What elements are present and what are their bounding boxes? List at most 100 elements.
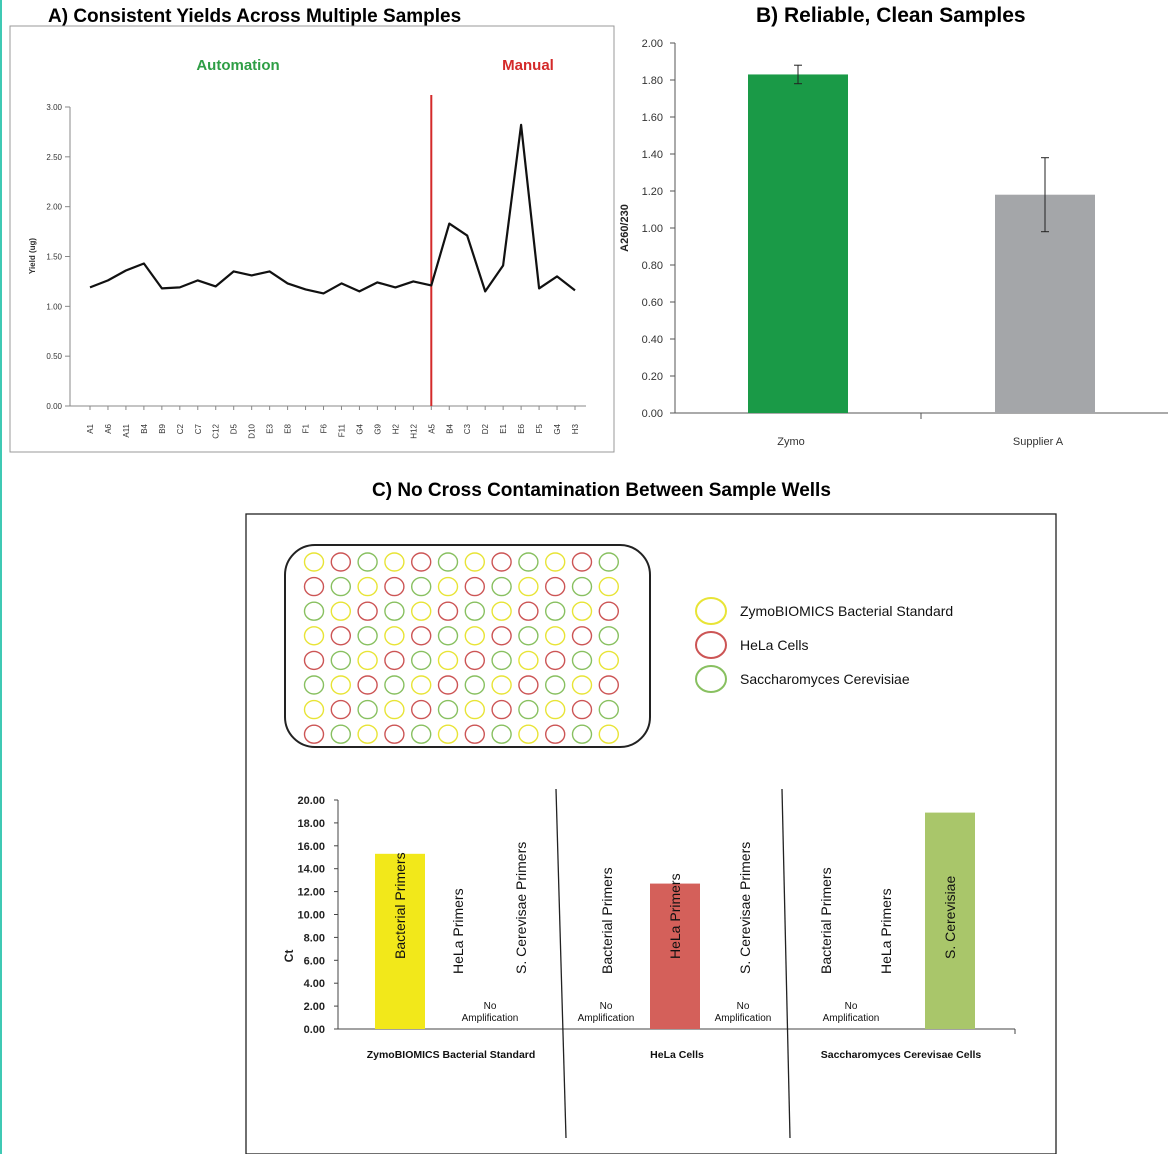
plate-well bbox=[491, 601, 512, 621]
chart-c-bar-label: HeLa Primers bbox=[450, 888, 466, 974]
plate-well bbox=[464, 552, 485, 572]
plate-well bbox=[464, 724, 485, 744]
plate-well bbox=[384, 552, 405, 572]
plate-well bbox=[491, 576, 512, 597]
chart-a-x-tick-label: D10 bbox=[248, 423, 257, 438]
plate-well bbox=[303, 576, 325, 597]
chart-a-x-tick-label: A11 bbox=[122, 423, 131, 437]
chart-c-bar-label: Bacterial Primers bbox=[599, 867, 615, 974]
chart-a-x-tick-label: G4 bbox=[355, 423, 364, 434]
chart-b-y-tick-label: 0.80 bbox=[642, 260, 663, 272]
chart-a-frame bbox=[9, 25, 615, 453]
chart-c-bar-label: S. Cerevisae Primers bbox=[513, 842, 529, 974]
plate-well bbox=[598, 650, 619, 671]
plate-well bbox=[545, 626, 566, 646]
plate-well bbox=[303, 675, 325, 695]
plate-well bbox=[411, 650, 432, 671]
plate-well bbox=[330, 650, 351, 671]
chart-b-y-tick-label: 2.00 bbox=[642, 38, 663, 50]
plate-well bbox=[491, 552, 512, 572]
chart-b-bar bbox=[748, 74, 848, 413]
plate-well bbox=[330, 552, 351, 572]
plate-well bbox=[491, 650, 512, 671]
chart-c-group-label: ZymoBIOMICS Bacterial Standard bbox=[367, 1049, 536, 1061]
plate-well bbox=[411, 675, 432, 695]
legend-label: ZymoBIOMICS Bacterial Standard bbox=[740, 603, 953, 619]
plate-well bbox=[437, 699, 459, 720]
chart-c-bar-label: Bacterial Primers bbox=[818, 867, 834, 974]
chart-c-y-tick-label: 10.00 bbox=[297, 910, 325, 922]
chart-b-y-tick-label: 0.60 bbox=[642, 297, 663, 309]
plate-outline bbox=[284, 544, 651, 748]
plate-well bbox=[303, 552, 325, 572]
chart-c-group-separator bbox=[555, 788, 567, 1139]
plate-well bbox=[571, 601, 593, 621]
chart-a-x-tick-label: B4 bbox=[140, 423, 149, 433]
chart-a-x-tick-label: H2 bbox=[391, 423, 400, 434]
plate-well bbox=[571, 675, 593, 695]
no-amplification-label: No bbox=[484, 1001, 497, 1012]
plate-well bbox=[411, 699, 432, 720]
chart-c-bar-label: S. Cerevisae Primers bbox=[737, 842, 753, 974]
chart-a-x-tick-label: A6 bbox=[104, 423, 113, 433]
chart-a-automation-label: Automation bbox=[196, 57, 279, 74]
chart-a-x-tick-label: C12 bbox=[212, 423, 221, 438]
plate-well bbox=[411, 552, 432, 572]
chart-a-x-tick-label: G4 bbox=[553, 423, 562, 434]
plate-well bbox=[330, 724, 351, 744]
chart-b-y-tick-label: 0.40 bbox=[642, 334, 663, 346]
no-amplification-label: Amplification bbox=[715, 1013, 772, 1024]
chart-a-x-tick-label: F1 bbox=[302, 423, 311, 433]
plate-well bbox=[384, 576, 405, 597]
no-amplification-label: No bbox=[600, 1001, 613, 1012]
plate-well bbox=[518, 675, 539, 695]
chart-c-bar bbox=[925, 812, 975, 1029]
chart-c-y-tick-label: 12.00 bbox=[297, 887, 325, 899]
plate-well bbox=[598, 552, 619, 572]
plate-well bbox=[303, 699, 325, 720]
plate-well bbox=[571, 650, 593, 671]
chart-a-y-tick-label: 0.50 bbox=[46, 352, 62, 361]
plate-well bbox=[464, 576, 485, 597]
chart-b-y-tick-label: 0.00 bbox=[642, 408, 663, 420]
plate-well bbox=[303, 724, 325, 744]
chart-a-x-tick-label: D5 bbox=[230, 423, 239, 434]
plate-well bbox=[545, 650, 566, 671]
no-amplification-label: Amplification bbox=[462, 1013, 519, 1024]
chart-b-category-label: Zymo bbox=[777, 436, 805, 448]
plate-well bbox=[598, 724, 619, 744]
plate-well bbox=[330, 675, 351, 695]
chart-a-x-tick-label: A5 bbox=[427, 423, 436, 433]
plate-well bbox=[411, 626, 432, 646]
plate-well bbox=[384, 601, 405, 621]
chart-b-title: B) Reliable, Clean Samples bbox=[756, 4, 1026, 27]
chart-a-x-tick-label: H12 bbox=[409, 423, 418, 438]
plate-well bbox=[437, 552, 459, 572]
chart-c-group-label: HeLa Cells bbox=[650, 1049, 704, 1061]
legend-label: Saccharomyces Cerevisiae bbox=[740, 671, 910, 687]
chart-a-x-tick-label: E8 bbox=[284, 423, 293, 433]
plate-well bbox=[464, 601, 485, 621]
plate-well bbox=[357, 576, 378, 597]
chart-c-bar-label: HeLa Primers bbox=[878, 888, 894, 974]
legend-swatch bbox=[695, 597, 727, 625]
chart-a-x-tick-label: F5 bbox=[535, 423, 544, 433]
plate-well bbox=[384, 699, 405, 720]
chart-a-y-tick-label: 1.50 bbox=[46, 253, 62, 262]
legend-swatch bbox=[695, 631, 727, 659]
chart-c-y-tick-label: 2.00 bbox=[304, 1001, 325, 1013]
plate-well bbox=[491, 626, 512, 646]
chart-a-y-tick-label: 0.00 bbox=[46, 402, 62, 411]
plate-well bbox=[464, 650, 485, 671]
chart-a-manual-label: Manual bbox=[502, 57, 554, 74]
no-amplification-label: Amplification bbox=[823, 1013, 880, 1024]
plate-well bbox=[518, 626, 539, 646]
chart-c-title: C) No Cross Contamination Between Sample… bbox=[372, 480, 831, 501]
plate-well bbox=[545, 724, 566, 744]
chart-b-y-tick-label: 1.00 bbox=[642, 223, 663, 235]
chart-c-group-label: Saccharomyces Cerevisae Cells bbox=[821, 1049, 982, 1061]
chart-c-bar-label: S. Cerevisiae bbox=[942, 876, 958, 959]
